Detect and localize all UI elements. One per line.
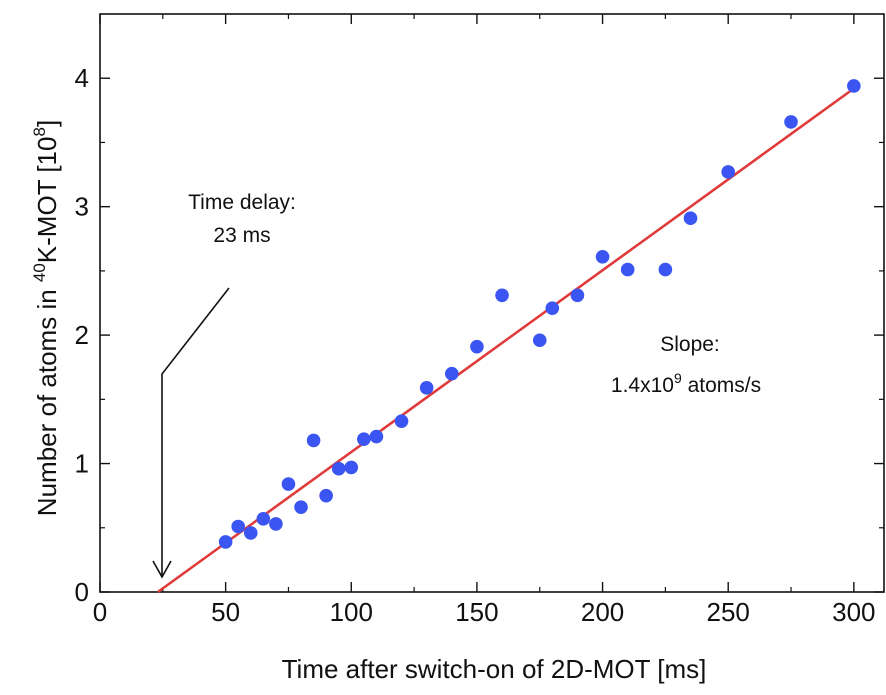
y-tick-label: 4 [75, 63, 89, 93]
y-axis-title-sup2: 8 [30, 127, 49, 136]
y-axis-title: Number of atoms in 40K-MOT [108] [30, 120, 62, 516]
time-delay-arrow-line [161, 287, 230, 577]
data-point [545, 301, 560, 315]
data-point [847, 79, 861, 93]
data-point [331, 461, 346, 476]
x-tick-label: 250 [707, 597, 750, 627]
data-point [256, 511, 271, 526]
data-point [243, 526, 258, 540]
data-point [683, 211, 698, 226]
data-point [369, 429, 384, 444]
y-tick-label: 3 [75, 192, 89, 222]
y-axis-title-mid: K-MOT [10 [32, 137, 62, 264]
x-tick-label: 200 [581, 597, 624, 627]
slope-label-unit: atoms/s [682, 374, 761, 397]
data-point [658, 262, 673, 277]
x-axis-title: Time after switch-on of 2D-MOT [ms] [282, 654, 707, 684]
slope-label-sup: 9 [674, 370, 682, 386]
plot-marks: 0 50 100 150 200 250 300 0 1 2 3 4 [75, 13, 885, 627]
y-tick-label: 0 [75, 577, 89, 607]
data-point [319, 488, 333, 503]
plot-frame [99, 13, 885, 593]
data-point [218, 535, 233, 549]
x-tick-label: 100 [330, 597, 373, 627]
fit-line [157, 87, 855, 594]
y-axis-title-prefix: Number of atoms in [32, 282, 62, 516]
slope-label-base: 1.4x10 [611, 374, 674, 397]
data-point [357, 432, 371, 446]
data-point [281, 477, 296, 491]
y-axis-title-suffix: ] [32, 120, 62, 127]
y-tick-label: 1 [75, 449, 89, 479]
data-point [294, 500, 308, 515]
data-point [721, 165, 736, 179]
data-point [231, 519, 246, 534]
data-point [784, 115, 798, 129]
x-tick-label: 150 [455, 597, 498, 627]
data-point [344, 460, 359, 475]
data-point [306, 433, 321, 448]
time-delay-label-line2: 23 ms [213, 224, 270, 247]
y-tick-label: 2 [75, 320, 89, 350]
x-tick-label: 50 [211, 597, 240, 627]
x-tick-label: 0 [93, 597, 107, 627]
data-point [595, 249, 610, 264]
time-delay-arrow-head [152, 560, 172, 579]
data-point [570, 288, 585, 303]
y-axis-title-sup1: 40 [30, 263, 49, 282]
time-delay-label-line1: Time delay: [188, 191, 296, 214]
data-point [269, 517, 283, 531]
x-tick-label: 300 [832, 597, 875, 627]
slope-label-line1: Slope: [660, 333, 720, 356]
data-point [532, 333, 547, 348]
slope-label-line2: 1.4x109 atoms/s [611, 370, 761, 397]
data-point [444, 366, 459, 381]
data-point [470, 339, 484, 354]
data-point [495, 288, 509, 303]
data-point [620, 262, 635, 277]
data-point [394, 414, 409, 428]
data-point [419, 380, 434, 395]
